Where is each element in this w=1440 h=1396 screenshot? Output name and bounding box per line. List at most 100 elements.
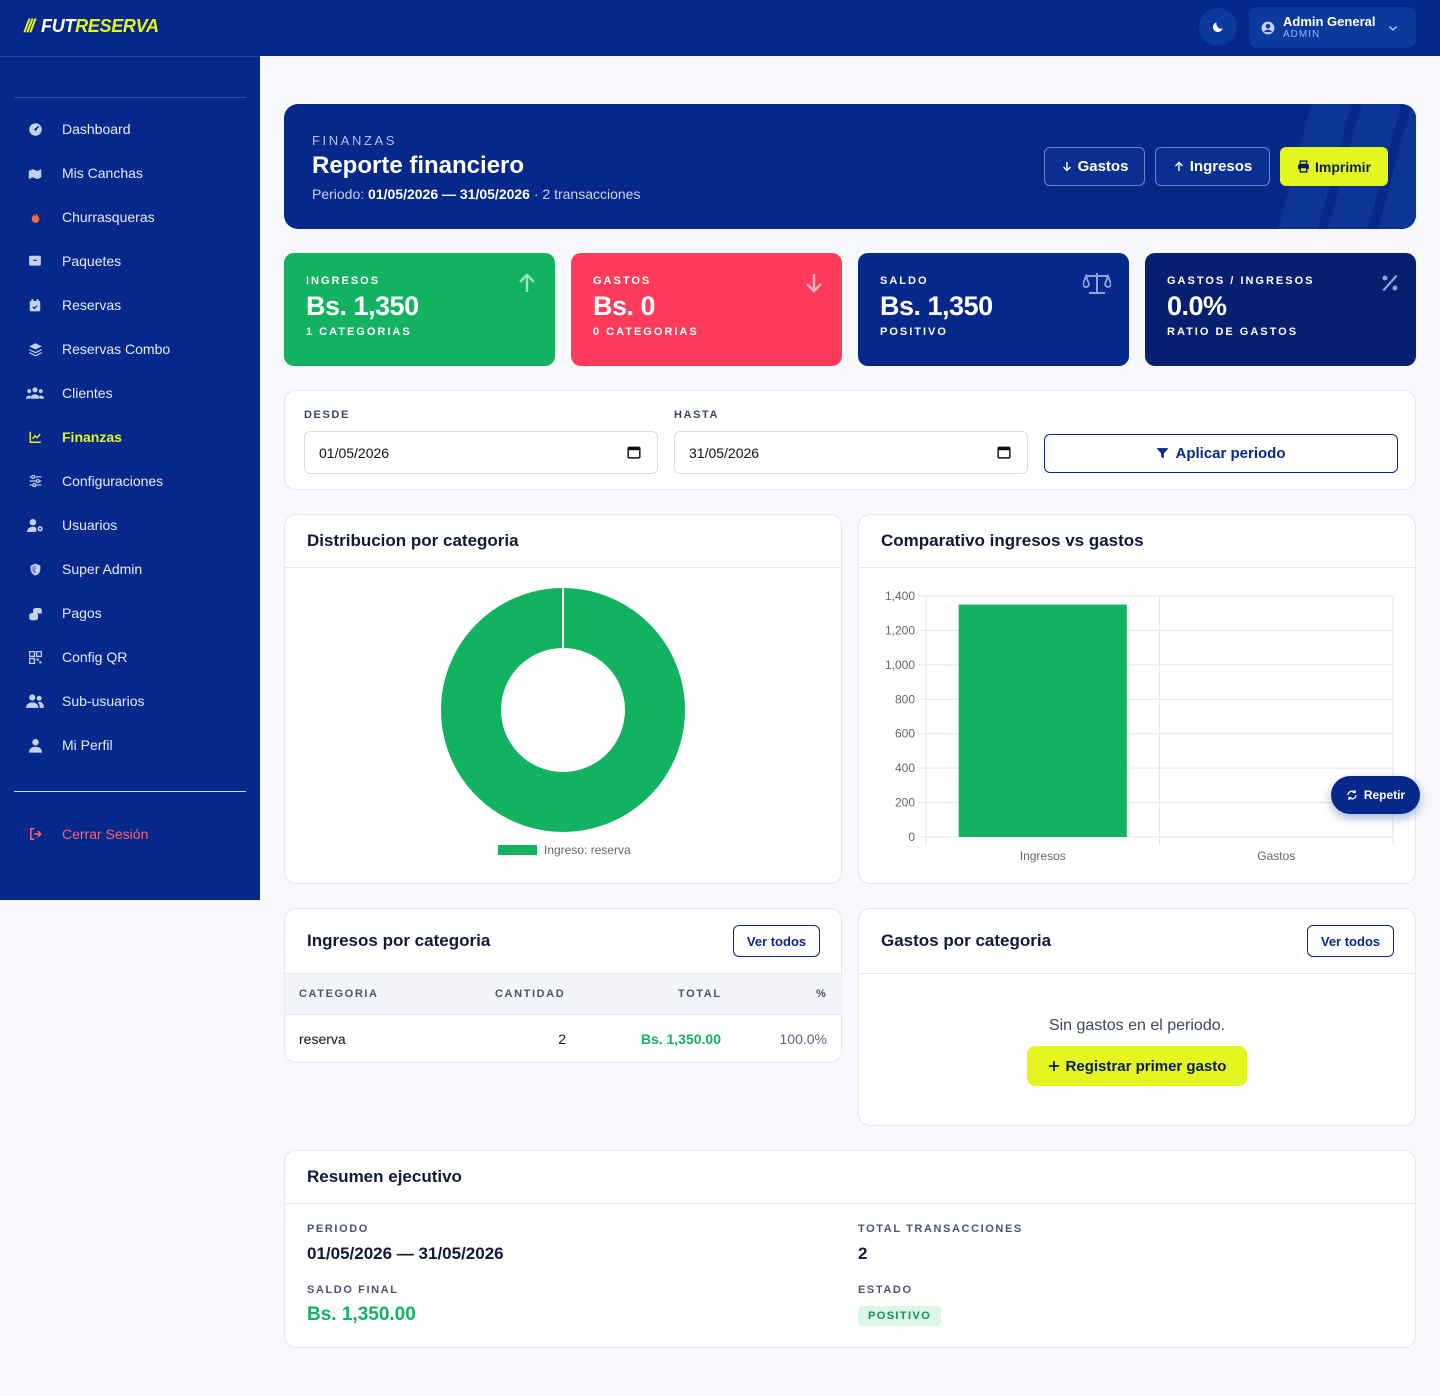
kpi-value: Bs. 0 — [593, 291, 656, 321]
sidebar-item-dashboard[interactable]: Dashboard — [14, 109, 246, 149]
cell-total: Bs. 1,350.00 — [640, 1031, 721, 1047]
arrow-down-icon — [1062, 162, 1071, 172]
kpi-saldo: SALDO Bs. 1,350 POSITIVO — [858, 253, 1129, 366]
gastos-button[interactable]: Gastos — [1044, 147, 1145, 186]
sidebar-item-finanzas[interactable]: Finanzas — [14, 417, 246, 457]
sidebar-item-label: Clientes — [62, 385, 113, 401]
hasta-label: HASTA — [674, 409, 720, 421]
sidebar-item-churrasqueras[interactable]: Churrasqueras — [14, 197, 246, 237]
executive-summary-card: Resumen ejecutivo PERIODO 01/05/2026 — 3… — [284, 1150, 1416, 1348]
map-icon — [26, 164, 44, 182]
page-eyebrow: FINANZAS — [312, 133, 398, 148]
ingresos-button-label: Ingresos — [1189, 158, 1253, 175]
ingresos-category-card: Ingresos por categoria Ver todos CATEGOR… — [284, 908, 842, 1063]
sidebar-item-paquetes[interactable]: Paquetes — [14, 241, 246, 281]
y-tick-label: 0 — [908, 830, 915, 844]
ver-todos-gastos-button[interactable]: Ver todos — [1307, 925, 1394, 957]
sidebar-item-label: Reservas Combo — [62, 341, 171, 357]
apply-period-label: Aplicar periodo — [1175, 445, 1286, 462]
qrcode-icon — [26, 648, 44, 666]
empty-state-text: Sin gastos en el periodo. — [1048, 1017, 1226, 1034]
users-icon — [26, 384, 44, 402]
plus-icon — [1048, 1061, 1059, 1071]
hasta-value: 31/05/2026 — [689, 444, 760, 461]
logout-button[interactable]: Cerrar Sesión — [14, 814, 246, 854]
sidebar-item-label: Pagos — [62, 605, 102, 621]
kpi-sub: RATIO DE GASTOS — [1167, 326, 1299, 338]
hasta-date-input[interactable]: 31/05/2026 — [674, 431, 1028, 474]
sidebar-item-label: Paquetes — [62, 253, 122, 269]
sidebar: Dashboard Mis Canchas Churrasqueras Paqu… — [0, 56, 260, 900]
repeat-button[interactable]: Repetir — [1331, 776, 1420, 814]
desde-label: DESDE — [304, 409, 350, 421]
bar — [958, 604, 1127, 837]
status-badge: POSITIVO — [858, 1306, 942, 1326]
cell-percent: 100.0% — [779, 1031, 827, 1047]
card-title: Distribucion por categoria — [307, 531, 519, 550]
sidebar-item-reservas[interactable]: Reservas — [14, 285, 246, 325]
calendar-icon[interactable] — [627, 445, 641, 459]
user-menu-button[interactable]: Admin General ADMIN — [1249, 7, 1416, 48]
sidebar-item-config-qr[interactable]: Config QR — [14, 637, 246, 677]
user-group-icon — [26, 692, 44, 710]
sidebar-item-label: Finanzas — [62, 429, 122, 445]
sidebar-item-reservas-combo[interactable]: Reservas Combo — [14, 329, 246, 369]
total-transacciones-value: 2 — [858, 1244, 868, 1263]
calendar-icon — [26, 296, 44, 314]
card-divider — [285, 567, 841, 568]
register-expense-button[interactable]: Registrar primer gasto — [1027, 1046, 1247, 1086]
table-row: reserva 2 Bs. 1,350.00 100.0% — [285, 1016, 841, 1062]
sidebar-item-super-admin[interactable]: Super Admin — [14, 549, 246, 589]
logout-label: Cerrar Sesión — [62, 826, 149, 842]
layers-icon — [26, 340, 44, 358]
sidebar-item-pagos[interactable]: Pagos — [14, 593, 246, 633]
top-bar: /// FUTRESERVA Admin General ADMIN — [0, 0, 1440, 56]
sidebar-item-label: Churrasqueras — [62, 209, 155, 225]
card-divider — [859, 973, 1415, 974]
sidebar-item-label: Usuarios — [62, 517, 118, 533]
kpi-label: SALDO — [880, 275, 929, 287]
comparison-card: Comparativo ingresos vs gastos 0 200 400 60… — [858, 514, 1416, 884]
periodo-label: PERIODO — [307, 1223, 369, 1235]
print-button[interactable]: Imprimir — [1280, 147, 1388, 186]
sidebar-item-clientes[interactable]: Clientes — [14, 373, 246, 413]
sidebar-item-label: Reservas — [62, 297, 122, 313]
brand-part1: FUT — [41, 16, 76, 36]
sidebar-item-configuraciones[interactable]: Configuraciones — [14, 461, 246, 501]
column-header: CATEGORIA — [299, 988, 379, 1000]
theme-toggle-button[interactable] — [1199, 8, 1237, 46]
register-expense-label: Registrar primer gasto — [1065, 1057, 1227, 1075]
sidebar-item-label: Mi Perfil — [62, 737, 113, 753]
arrow-up-icon — [1174, 161, 1183, 171]
ver-todos-ingresos-button[interactable]: Ver todos — [733, 925, 820, 957]
ingresos-button[interactable]: Ingresos — [1155, 147, 1270, 186]
sidebar-item-mi-perfil[interactable]: Mi Perfil — [14, 725, 246, 765]
sidebar-item-label: Config QR — [62, 649, 128, 665]
period-range: 01/05/2026 — 31/05/2026 — [368, 186, 530, 202]
user-icon — [26, 736, 44, 754]
period-filter: DESDE 01/05/2026 HASTA 31/05/2026 Aplica… — [284, 390, 1416, 490]
apply-period-button[interactable]: Aplicar periodo — [1044, 434, 1398, 473]
sidebar-item-usuarios[interactable]: Usuarios — [14, 505, 246, 545]
cell-categoria: reserva — [299, 1031, 346, 1047]
brand-logo[interactable]: /// FUTRESERVA — [24, 16, 159, 37]
repeat-label: Repetir — [1363, 788, 1406, 802]
kpi-gastos: GASTOS Bs. 0 0 CATEGORIAS — [571, 253, 842, 366]
sidebar-item-sub-usuarios[interactable]: Sub-usuarios — [14, 681, 246, 721]
user-role: ADMIN — [1283, 29, 1321, 40]
y-tick-label: 800 — [895, 692, 915, 706]
column-header: TOTAL — [678, 988, 722, 1000]
distribution-card: Distribucion por categoria Ingreso: rese… — [284, 514, 842, 884]
kpi-label: INGRESOS — [306, 275, 381, 287]
sidebar-item-label: Mis Canchas — [62, 165, 143, 181]
box-icon — [26, 252, 44, 270]
y-tick-label: 200 — [895, 796, 915, 810]
calendar-icon[interactable] — [997, 445, 1011, 459]
x-tick-label: Ingresos — [1020, 849, 1066, 863]
card-title: Comparativo ingresos vs gastos — [881, 531, 1144, 550]
desde-date-input[interactable]: 01/05/2026 — [304, 431, 658, 474]
x-tick-label: Gastos — [1257, 849, 1295, 863]
kpi-sub: POSITIVO — [880, 326, 948, 338]
brand-slashes: /// — [24, 16, 35, 36]
sidebar-item-mis-canchas[interactable]: Mis Canchas — [14, 153, 246, 193]
